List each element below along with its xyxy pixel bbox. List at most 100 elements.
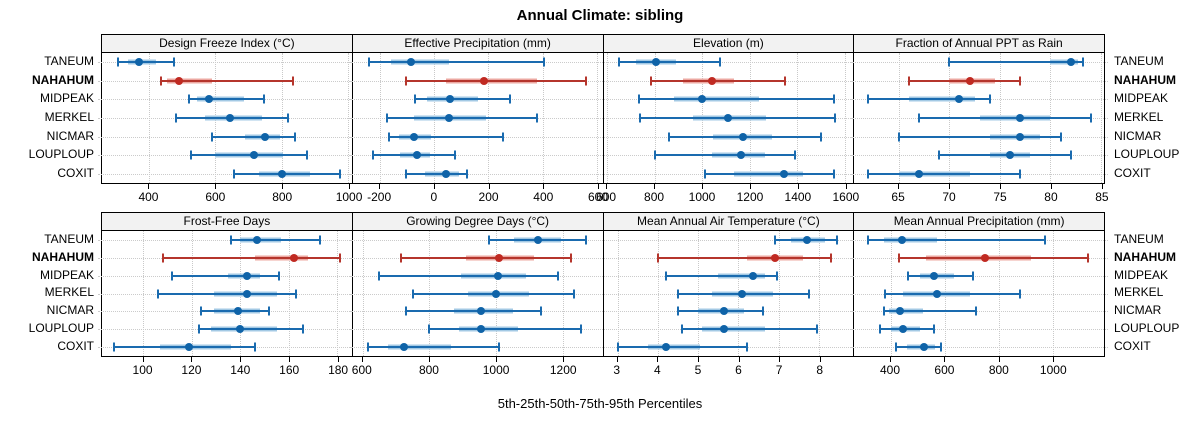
whisker-cap	[584, 235, 587, 245]
median-dot	[236, 325, 245, 334]
whisker-cap	[292, 76, 295, 86]
axis-tick-label: 200	[478, 190, 499, 204]
median-dot	[651, 58, 660, 67]
range-line	[908, 79, 1021, 82]
axis-tick-label: 8	[816, 363, 824, 377]
axis-tick-label: 800	[644, 190, 665, 204]
whisker-cap	[882, 306, 885, 316]
range-line	[665, 274, 777, 277]
axis-tick	[148, 184, 150, 189]
panel-plot	[599, 231, 858, 356]
axis-tick	[819, 357, 821, 362]
range-line	[704, 172, 835, 175]
x-axis: 400 600 800 1000	[853, 357, 1105, 381]
whisker-cap	[556, 271, 559, 281]
range-line	[682, 328, 817, 331]
site-labels-left: TANEUM NAHAHUM MIDPEAK MERKEL NICMAR LOUPLOUP…	[0, 34, 101, 182]
range-line	[879, 328, 934, 331]
range-line	[233, 172, 340, 175]
whisker-cap	[866, 235, 869, 245]
whisker-cap	[677, 306, 680, 316]
median-dot	[770, 253, 779, 262]
range-line	[640, 117, 836, 119]
whisker-cap	[656, 253, 659, 263]
whisker-cap	[278, 271, 280, 281]
axis-tick-label: 80	[1044, 190, 1058, 204]
axis-tick	[240, 357, 242, 362]
axis-tick-label: 75	[993, 190, 1007, 204]
axis-tick-label: 600	[934, 363, 955, 377]
axis-tick-label: 1200	[549, 363, 577, 377]
whisker-cap	[579, 324, 582, 334]
gridline-horizontal	[348, 239, 607, 241]
range-line	[114, 346, 255, 349]
axis-tick	[606, 184, 608, 189]
axis-tick-label: 7	[775, 363, 783, 377]
site-label-right: MIDPEAK	[1114, 91, 1169, 106]
panel-box: Elevation (m)	[599, 34, 858, 184]
range-line	[949, 61, 1083, 64]
range-line	[868, 172, 1021, 175]
median-dot	[780, 169, 789, 178]
median-dot	[249, 151, 258, 160]
whisker-cap	[784, 76, 787, 86]
axis-tick-label: 4	[653, 363, 661, 377]
site-label-left: TANEUM	[44, 54, 94, 69]
median-dot	[661, 343, 670, 352]
whisker-cap	[677, 289, 680, 298]
whisker-cap	[773, 235, 776, 245]
panel-plot	[850, 53, 1108, 183]
whisker-cap	[867, 94, 870, 104]
axis-tick	[563, 357, 565, 362]
whisker-cap	[878, 324, 881, 334]
axis-tick	[697, 357, 699, 362]
x-axis: 100 120 140 160 180	[101, 357, 353, 381]
axis-tick	[889, 357, 891, 362]
median-dot	[185, 343, 194, 352]
axis-tick-label: -200	[367, 190, 392, 204]
median-dot	[480, 76, 489, 85]
axis-tick-label: 160	[279, 363, 300, 377]
axis-tick-label: 800	[418, 363, 439, 377]
median-dot	[1066, 58, 1075, 67]
axis-tick	[379, 184, 381, 189]
axis-tick	[289, 357, 291, 362]
axis-tick-label: 600	[596, 190, 617, 204]
whisker-cap	[834, 113, 837, 123]
axis-tick	[702, 184, 703, 189]
x-axis: 65 70 75 80 85	[853, 184, 1109, 208]
axis-tick	[845, 184, 847, 189]
whisker-cap	[1019, 289, 1022, 298]
whisker-cap	[116, 57, 119, 67]
axis-tick	[215, 184, 217, 189]
site-label-left: LOUPLOUP	[28, 147, 94, 162]
site-label-left: TANEUM	[44, 231, 94, 246]
whisker-cap	[200, 306, 203, 316]
whisker-cap	[833, 94, 836, 104]
median-dot	[897, 235, 906, 244]
site-label-left: COXIT	[57, 338, 94, 353]
axis-tick	[488, 184, 490, 189]
site-label-right: NAHAHUM	[1114, 249, 1176, 264]
whisker-cap	[338, 169, 341, 179]
whisker-cap	[761, 306, 764, 316]
range-line	[198, 328, 304, 331]
axis-tick	[338, 357, 340, 362]
axis-tick	[191, 357, 193, 362]
range-line	[389, 135, 504, 138]
gridline-horizontal	[98, 173, 356, 175]
range-line	[898, 256, 1088, 259]
median-dot	[233, 307, 242, 316]
median-dot	[920, 343, 929, 352]
range-line	[429, 328, 581, 331]
whisker-cap	[453, 150, 456, 160]
range-line	[401, 256, 571, 259]
site-label-right: MERKEL	[1114, 109, 1164, 124]
axis-tick	[1101, 184, 1103, 189]
whisker-cap	[171, 271, 174, 281]
whisker-cap	[664, 271, 667, 281]
whisker-cap	[253, 342, 256, 352]
whisker-cap	[338, 253, 341, 263]
x-axis: 600 800 1000 1200 1400 1600	[596, 184, 859, 208]
